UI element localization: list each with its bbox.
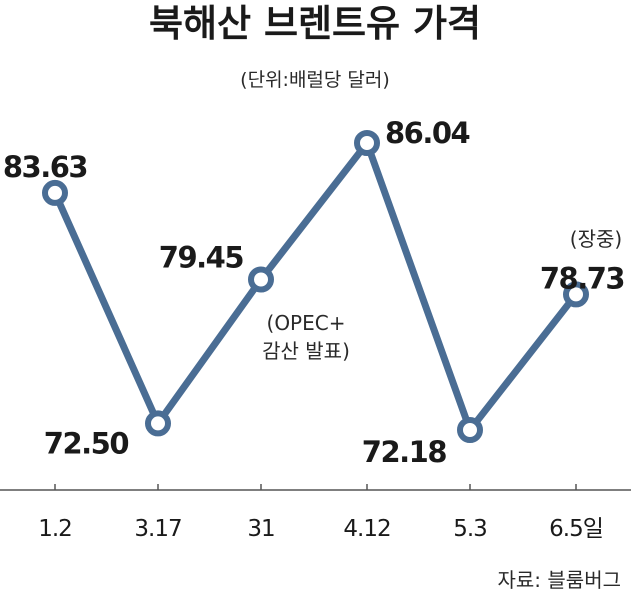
series-line xyxy=(51,139,580,434)
data-point-3.17 xyxy=(145,410,171,437)
data-point-1.2 xyxy=(42,179,68,206)
value-label-31: 79.45 xyxy=(159,241,244,275)
annotation-opec: (OPEC+ xyxy=(267,311,346,335)
value-label-6.5일: 78.73 xyxy=(540,261,624,295)
value-label-4.12: 86.04 xyxy=(385,116,470,150)
data-point-6.5일 xyxy=(563,281,589,308)
chart-subtitle: (단위:배럴당 달러) xyxy=(240,69,390,91)
annotation-opec-cut: 감산 발표) xyxy=(262,339,350,363)
data-markers xyxy=(42,130,589,443)
chart-title: 북해산 브렌트유 가격 xyxy=(149,2,481,45)
x-tick-label-4.12: 4.12 xyxy=(343,516,390,542)
data-point-5.3 xyxy=(457,417,483,443)
x-tick-label-5.3: 5.3 xyxy=(453,516,487,542)
source-note: 자료: 블룸버그 xyxy=(498,568,622,592)
x-tick-label-1.2: 1.2 xyxy=(38,516,72,542)
data-point-4.12 xyxy=(354,130,380,156)
annotation-intraday: (장중) xyxy=(570,227,622,251)
data-labels: 83.63 72.50 79.45 86.04 72.18 78.73 xyxy=(3,116,626,469)
value-label-5.3: 72.18 xyxy=(362,435,447,469)
x-tick-label-6.5일: 6.5일 xyxy=(549,516,603,542)
x-tick-label-31: 31 xyxy=(247,516,274,542)
value-label-3.17: 72.50 xyxy=(44,426,129,460)
x-tick-labels: 1.2 3.17 31 4.12 5.3 6.5일 xyxy=(38,516,604,542)
x-axis-ticks xyxy=(54,484,577,490)
x-tick-label-3.17: 3.17 xyxy=(134,516,181,542)
value-label-1.2: 83.63 xyxy=(3,150,87,184)
data-point-31 xyxy=(248,266,274,293)
